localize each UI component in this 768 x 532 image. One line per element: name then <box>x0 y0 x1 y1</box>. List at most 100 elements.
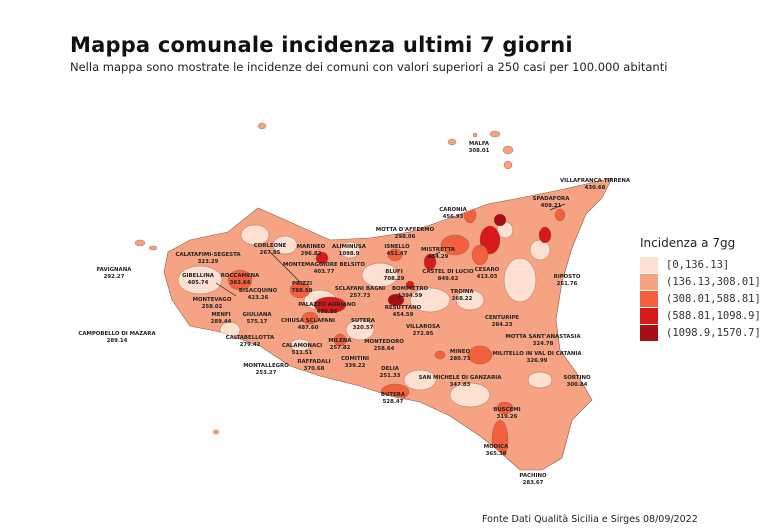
municipality-label: RESUTTANO 454.59 <box>385 305 421 319</box>
municipality-name: CALTABELLOTTA <box>225 335 275 341</box>
municipality-label: SAN MICHELE DI GANZARIA 347.83 <box>419 375 502 389</box>
municipality-label: MOTTA D'AFFERMO 298.06 <box>376 227 435 241</box>
municipality-name: MOTTA SANT'ANASTASIA <box>505 334 581 340</box>
legend-title: Incidenza a 7gg <box>640 236 736 250</box>
municipality-area <box>403 369 437 391</box>
municipality-incidence: 272.95 <box>412 331 434 337</box>
municipality-label: ISNELLO 451.47 <box>384 244 409 258</box>
municipality-name: BUSCEMI <box>493 407 521 413</box>
municipality-area <box>423 253 437 271</box>
municipality-label: MODICA 365.38 <box>484 444 509 458</box>
municipality-name: TROINA <box>450 289 474 295</box>
municipality-label: CORLEONE 267.85 <box>254 243 287 257</box>
leader-line <box>427 251 441 259</box>
municipality-name: CORLEONE <box>253 243 287 249</box>
municipality-area <box>339 241 361 259</box>
island <box>134 239 146 247</box>
municipality-label: MILITELLO IN VAL DI CATANIA 326.99 <box>492 351 581 365</box>
label-leader-lines <box>215 203 566 297</box>
municipality-incidence: 489.86 <box>316 309 338 315</box>
municipality-name: SPADAFORA <box>532 196 570 202</box>
municipality-area <box>240 224 270 246</box>
municipality-area <box>449 382 491 408</box>
municipality-incidence: 289.14 <box>106 338 128 344</box>
municipality-incidence: 323.29 <box>197 259 219 265</box>
municipality-name: MONTEMAGGIORE BELSITO <box>283 262 365 268</box>
island <box>257 122 267 130</box>
municipality-incidence: 370.68 <box>303 366 325 372</box>
source-footer: Fonte Dati Qualità Sicilia e Sirges 08/0… <box>482 514 698 525</box>
municipality-name: RIPOSTO <box>553 274 581 280</box>
island <box>502 145 514 155</box>
municipality-area <box>315 251 329 265</box>
municipality-label: BUSCEMI 319.26 <box>493 407 520 421</box>
municipality-name: CHIUSA SCLAFANI <box>281 318 335 324</box>
municipality-area <box>387 293 405 307</box>
legend-swatch <box>640 324 658 341</box>
municipality-area <box>440 234 470 256</box>
municipality-incidence: 292.27 <box>103 274 125 280</box>
island <box>148 245 158 251</box>
municipality-label: MONTEMAGGIORE BELSITO 403.77 <box>283 262 365 276</box>
municipality-incidence: 423.26 <box>247 295 269 301</box>
municipality-name: MARINEO <box>296 244 326 250</box>
municipality-name: RAFFADALI <box>297 359 331 365</box>
island <box>489 130 501 138</box>
municipality-name: SORTINO <box>563 375 591 381</box>
municipality-label: DELIA 251.33 <box>380 366 401 380</box>
municipality-name: ISNELLO <box>384 244 410 250</box>
legend-label: (136.13,308.01] <box>666 275 761 288</box>
municipality-incidence: 347.83 <box>449 382 471 388</box>
municipality-label: SORTINO 300.84 <box>563 375 590 389</box>
municipality-name: BISACQUINO <box>238 288 278 294</box>
municipality-name: MONTALLEGRO <box>243 363 289 369</box>
municipality-label: CESARO 413.03 <box>475 267 499 281</box>
municipality-label: SUTERA 320.57 <box>351 318 375 332</box>
municipality-area <box>313 296 347 314</box>
municipality-incidence: 296.82 <box>300 251 322 257</box>
municipality-incidence: 319.26 <box>496 414 518 420</box>
municipality-name: MILENA <box>328 338 352 344</box>
municipality-label: CALATAFIMI-SEGESTA 323.29 <box>175 252 240 266</box>
island <box>447 138 457 146</box>
municipality-area <box>503 257 537 303</box>
municipality-incidence: 708.29 <box>383 276 405 282</box>
municipality-incidence: 365.38 <box>485 451 507 457</box>
municipality-incidence: 253.27 <box>255 370 277 376</box>
municipality-incidence: 575.17 <box>246 319 268 325</box>
municipality-name: MOTTA D'AFFERMO <box>375 227 435 233</box>
municipality-label: TROINA 268.22 <box>450 289 473 303</box>
municipality-label: MISTRETTA 434.29 <box>421 247 455 261</box>
municipality-incidence: 308.01 <box>468 148 490 154</box>
municipality-name: CALATAFIMI-SEGESTA <box>175 252 241 258</box>
municipality-name: CASTEL DI LUCIO <box>422 269 474 275</box>
municipality-incidence: 320.57 <box>352 325 374 331</box>
municipality-label: BOMPIETRO 1394.59 <box>392 286 428 300</box>
legend-item: [0,136.13] <box>640 256 761 273</box>
municipality-area <box>345 319 375 341</box>
municipality-incidence: 405.74 <box>187 280 209 286</box>
municipality-name: VILLAFRANCA TIRRENA <box>559 178 631 184</box>
municipality-incidence: 1394.59 <box>397 293 423 299</box>
municipality-name: MONTEDORO <box>364 339 404 345</box>
municipality-label: MINEO 280.73 <box>450 349 471 363</box>
municipality-label: ROCCAMENA 363.64 <box>221 273 260 287</box>
municipality-label: VILLAROSA 272.95 <box>406 324 440 338</box>
municipality-name: BOMPIETRO <box>391 286 429 292</box>
municipality-label: GIBELLINA 405.74 <box>182 273 214 287</box>
municipality-area <box>301 311 319 325</box>
legend-swatch <box>640 290 658 307</box>
map-subtitle: Nella mappa sono mostrate le incidenze d… <box>70 60 668 74</box>
municipality-name: VILLAROSA <box>405 324 441 330</box>
municipality-name: PALAZZO ADRIANO <box>298 302 356 308</box>
municipality-incidence: 279.42 <box>239 342 261 348</box>
municipality-incidence: 283.67 <box>522 480 544 486</box>
municipality-incidence: 434.29 <box>427 254 449 260</box>
legend-swatch <box>640 273 658 290</box>
municipality-area <box>272 235 298 255</box>
legend: Incidenza a 7gg [0,136.13] (136.13,308.01… <box>640 236 761 341</box>
municipality-label: MONTEDORO 258.64 <box>364 339 404 353</box>
municipality-name: SUTERA <box>351 318 375 324</box>
municipality-incidence: 451.47 <box>386 251 408 257</box>
